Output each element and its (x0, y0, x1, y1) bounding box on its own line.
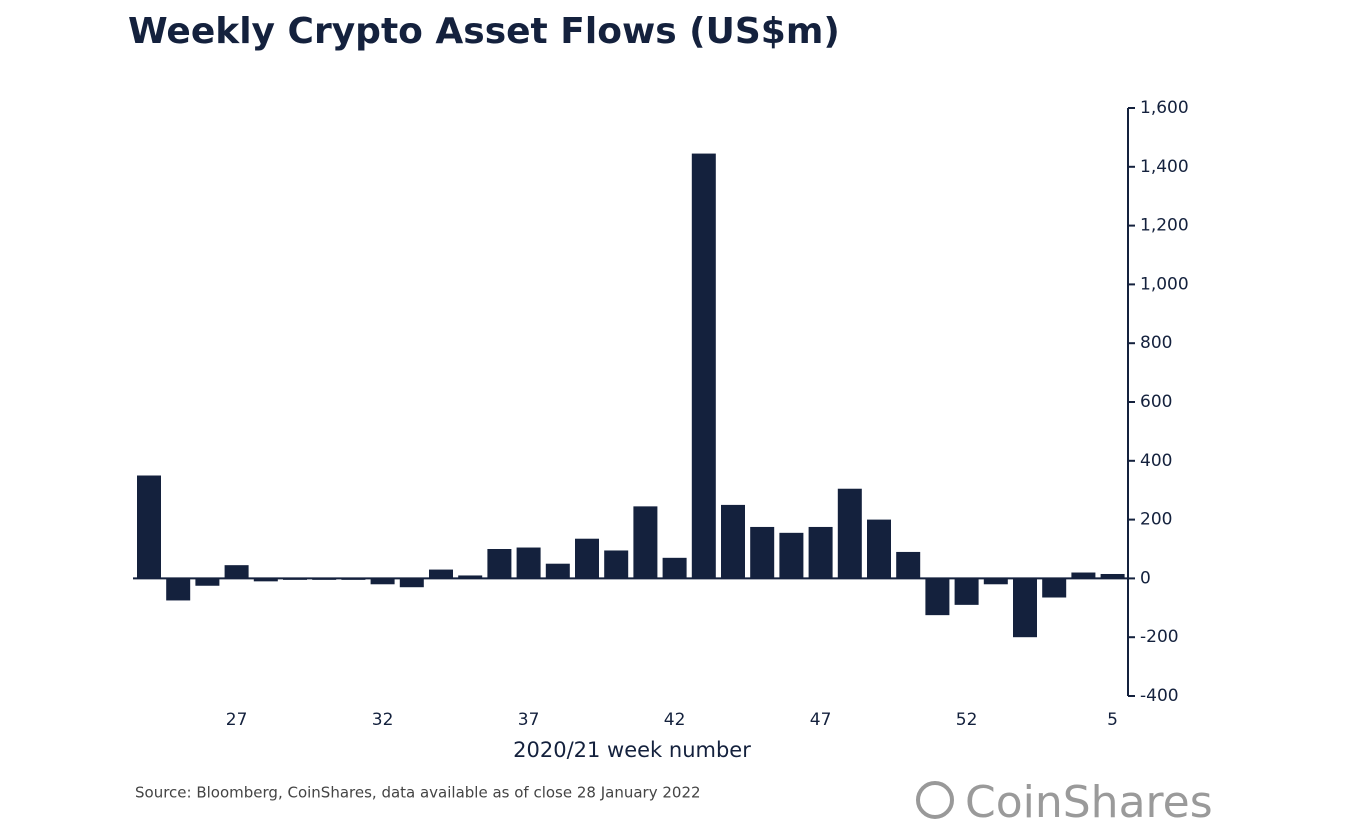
source-note: Source: Bloomberg, CoinShares, data avai… (135, 784, 701, 802)
x-tick-label: 52 (956, 710, 978, 730)
x-tick-label: 47 (810, 710, 832, 730)
y-tick-label: 0 (1140, 568, 1151, 588)
x-tick-label: 32 (372, 710, 394, 730)
bar (312, 578, 337, 580)
y-tick-label: 1,200 (1140, 216, 1189, 236)
bar (779, 532, 804, 579)
bar (487, 549, 512, 579)
x-tick-label: 5 (1107, 710, 1118, 730)
x-tick-label: 37 (518, 710, 540, 730)
y-tick-label: 1,600 (1140, 98, 1189, 118)
bar (516, 547, 541, 579)
x-tick-label: 42 (664, 710, 686, 730)
bar (1071, 572, 1096, 579)
brand-name: CoinShares (965, 777, 1213, 828)
bar (954, 578, 979, 605)
bar (195, 578, 220, 586)
y-tick-label: 800 (1140, 333, 1172, 353)
chart-title: Weekly Crypto Asset Flows (US$m) (128, 11, 840, 52)
bar (808, 526, 833, 579)
bar (545, 563, 570, 579)
bar (750, 526, 775, 579)
bar (1042, 578, 1067, 598)
bar (721, 504, 745, 579)
y-tick-label: -200 (1140, 627, 1179, 647)
bar (283, 578, 307, 580)
bar (399, 578, 424, 588)
bar (925, 578, 950, 616)
x-tick-label: 27 (226, 710, 248, 730)
bar (867, 519, 891, 579)
y-tick-label: 600 (1140, 392, 1172, 412)
bar (983, 578, 1008, 585)
bar (691, 153, 716, 579)
bar (604, 550, 629, 579)
bar (633, 506, 658, 579)
y-tick-label: 200 (1140, 510, 1172, 530)
bar (341, 578, 366, 580)
x-axis-label: 2020/21 week number (513, 738, 751, 762)
bar (253, 578, 278, 582)
bar (458, 575, 483, 579)
bar (896, 551, 921, 579)
bar (370, 578, 395, 585)
bar (137, 475, 161, 579)
bar (1013, 578, 1037, 638)
y-tick-label: 400 (1140, 451, 1172, 471)
y-tick-label: 1,400 (1140, 157, 1189, 177)
bar (166, 578, 191, 601)
bar (1100, 573, 1125, 579)
bar (837, 488, 862, 579)
bar (575, 538, 599, 579)
bar (662, 557, 687, 579)
logo-icon (916, 781, 954, 819)
brand-logo: CoinShares (916, 777, 1213, 828)
y-tick-label: 1,000 (1140, 274, 1189, 294)
y-tick-label: -400 (1140, 686, 1179, 706)
bar (429, 569, 453, 579)
bar (224, 565, 249, 579)
